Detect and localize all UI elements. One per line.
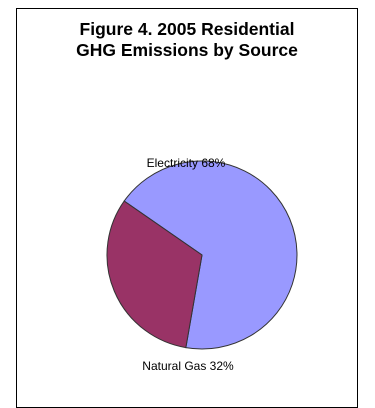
chart-title-line-2: GHG Emissions by Source	[76, 40, 298, 60]
chart-title: Figure 4. 2005 Residential GHG Emissions…	[17, 19, 357, 61]
pie-slices	[106, 160, 298, 350]
electricity-slice	[123, 160, 298, 350]
chart-title-line-1: Figure 4. 2005 Residential	[79, 19, 295, 39]
electricity-slice-label: Electricity 68%	[147, 156, 226, 170]
natural-gas-slice-label: Natural Gas 32%	[142, 359, 234, 373]
natural-gas-slice	[106, 200, 203, 349]
